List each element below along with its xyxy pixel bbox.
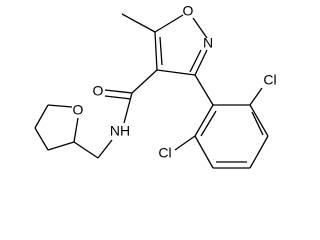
atom-label: Cl bbox=[158, 145, 171, 161]
atom-label: O bbox=[93, 83, 104, 99]
structure: O N O NH Cl Cl O bbox=[34, 3, 277, 169]
atom-label: NH bbox=[110, 123, 130, 139]
bonds bbox=[34, 13, 269, 169]
atom-label: O bbox=[73, 102, 84, 118]
page: O N O NH Cl Cl O (() => { const data = J… bbox=[34, 2, 277, 169]
atom-label: Cl bbox=[263, 72, 276, 88]
atom-label: N bbox=[203, 35, 213, 51]
atom-label: O bbox=[183, 3, 194, 19]
